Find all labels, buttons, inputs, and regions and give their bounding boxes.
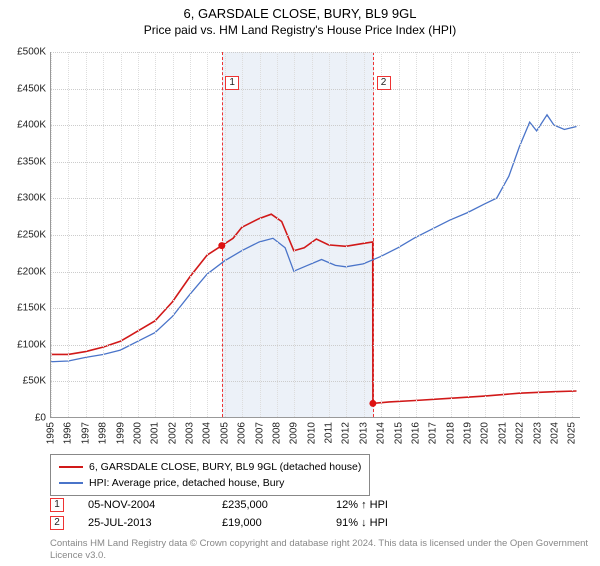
event-marker-2: 2 bbox=[377, 76, 391, 90]
x-axis-label: 2019 bbox=[463, 422, 474, 444]
event-price: £235,000 bbox=[222, 499, 312, 511]
event-row: 2 25-JUL-2013 £19,000 91% ↓ HPI bbox=[50, 514, 388, 532]
x-axis-label: 2015 bbox=[393, 422, 404, 444]
y-axis-label: £450K bbox=[17, 83, 46, 94]
x-axis-label: 2011 bbox=[324, 422, 335, 444]
chart-subtitle: Price paid vs. HM Land Registry's House … bbox=[0, 23, 600, 37]
y-axis-label: £150K bbox=[17, 303, 46, 314]
x-axis-label: 1999 bbox=[115, 422, 126, 444]
x-axis-label: 2022 bbox=[515, 422, 526, 444]
x-axis-label: 2016 bbox=[410, 422, 421, 444]
x-axis-label: 1997 bbox=[80, 422, 91, 444]
y-axis-label: £350K bbox=[17, 156, 46, 167]
legend: 6, GARSDALE CLOSE, BURY, BL9 9GL (detach… bbox=[50, 454, 370, 496]
chart-area: £0£50K£100K£150K£200K£250K£300K£350K£400… bbox=[50, 52, 580, 418]
y-axis-label: £400K bbox=[17, 120, 46, 131]
x-axis-label: 2018 bbox=[445, 422, 456, 444]
x-axis-label: 2008 bbox=[271, 422, 282, 444]
series-line bbox=[51, 115, 577, 362]
event-number-icon: 1 bbox=[50, 498, 64, 512]
chart-title: 6, GARSDALE CLOSE, BURY, BL9 9GL bbox=[0, 6, 600, 21]
event-delta: 91% ↓ HPI bbox=[336, 517, 388, 529]
x-axis-label: 2001 bbox=[150, 422, 161, 444]
x-axis-label: 2009 bbox=[289, 422, 300, 444]
x-axis-label: 2006 bbox=[237, 422, 248, 444]
x-axis-label: 2012 bbox=[341, 422, 352, 444]
event-delta: 12% ↑ HPI bbox=[336, 499, 388, 511]
x-axis-label: 2014 bbox=[376, 422, 387, 444]
y-axis-label: £50K bbox=[23, 376, 46, 387]
x-axis-label: 2010 bbox=[306, 422, 317, 444]
y-axis-label: £250K bbox=[17, 230, 46, 241]
plot-region: £0£50K£100K£150K£200K£250K£300K£350K£400… bbox=[50, 52, 580, 418]
x-axis-label: 2013 bbox=[358, 422, 369, 444]
y-axis-label: £0 bbox=[35, 413, 46, 424]
x-axis-label: 2017 bbox=[428, 422, 439, 444]
x-axis-label: 2023 bbox=[532, 422, 543, 444]
event-price: £19,000 bbox=[222, 517, 312, 529]
legend-label: 6, GARSDALE CLOSE, BURY, BL9 9GL (detach… bbox=[89, 461, 361, 473]
x-axis-label: 1996 bbox=[63, 422, 74, 444]
x-axis-label: 1998 bbox=[98, 422, 109, 444]
event-row: 1 05-NOV-2004 £235,000 12% ↑ HPI bbox=[50, 496, 388, 514]
x-axis-label: 2024 bbox=[549, 422, 560, 444]
event-date: 25-JUL-2013 bbox=[88, 517, 198, 529]
x-axis-label: 2004 bbox=[202, 422, 213, 444]
y-axis-label: £300K bbox=[17, 193, 46, 204]
legend-swatch bbox=[59, 482, 83, 484]
legend-label: HPI: Average price, detached house, Bury bbox=[89, 477, 284, 489]
legend-item: HPI: Average price, detached house, Bury bbox=[59, 475, 361, 491]
x-axis-label: 2000 bbox=[132, 422, 143, 444]
event-date: 05-NOV-2004 bbox=[88, 499, 198, 511]
x-axis-label: 2020 bbox=[480, 422, 491, 444]
x-axis-label: 2005 bbox=[219, 422, 230, 444]
x-axis-label: 2021 bbox=[497, 422, 508, 444]
x-axis-label: 2007 bbox=[254, 422, 265, 444]
event-table: 1 05-NOV-2004 £235,000 12% ↑ HPI 2 25-JUL-201… bbox=[50, 496, 388, 532]
legend-swatch bbox=[59, 466, 83, 468]
x-axis-label: 1995 bbox=[46, 422, 57, 444]
y-axis-label: £500K bbox=[17, 47, 46, 58]
event-marker-1: 1 bbox=[225, 76, 239, 90]
data-point-dot bbox=[369, 400, 376, 407]
x-axis-label: 2002 bbox=[167, 422, 178, 444]
attribution-text: Contains HM Land Registry data © Crown c… bbox=[50, 538, 600, 562]
x-axis-label: 2003 bbox=[185, 422, 196, 444]
legend-item: 6, GARSDALE CLOSE, BURY, BL9 9GL (detach… bbox=[59, 459, 361, 475]
x-axis-label: 2025 bbox=[567, 422, 578, 444]
event-number-icon: 2 bbox=[50, 516, 64, 530]
y-axis-label: £100K bbox=[17, 339, 46, 350]
y-axis-label: £200K bbox=[17, 266, 46, 277]
